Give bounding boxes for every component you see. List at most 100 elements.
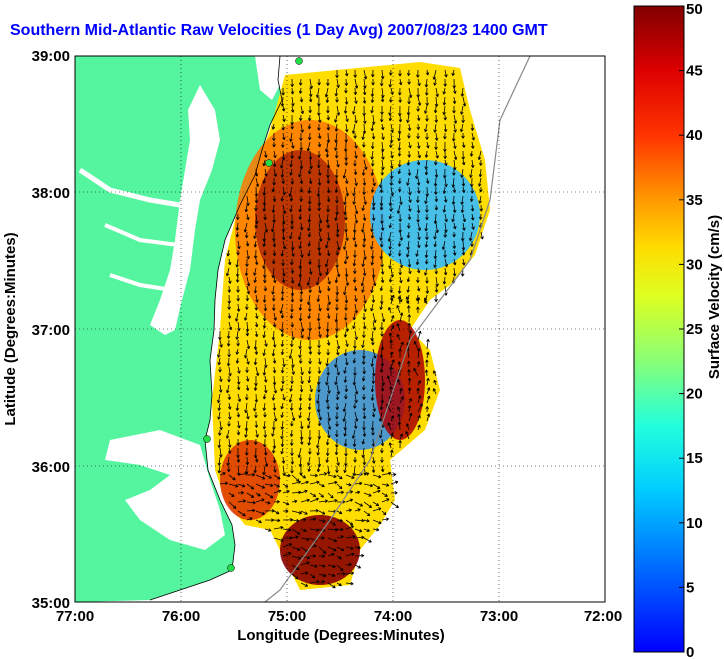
velocity-arrow: [388, 222, 393, 229]
velocity-arrow: [307, 240, 312, 247]
velocity-arrow: [245, 330, 250, 337]
velocity-arrow: [245, 384, 250, 391]
velocity-arrow: [424, 249, 429, 258]
velocity-arrow: [434, 141, 438, 150]
velocity-arrow: [425, 204, 429, 213]
velocity-arrow: [280, 438, 285, 447]
velocity-arrow: [390, 501, 399, 509]
velocity-arrow: [318, 222, 322, 232]
velocity-arrow: [289, 132, 293, 142]
velocity-arrow: [408, 141, 412, 149]
velocity-arrow: [327, 546, 337, 552]
velocity-arrow: [327, 474, 337, 479]
velocity-arrow: [225, 429, 230, 439]
velocity-arrow: [389, 177, 394, 186]
velocity-arrow: [290, 258, 294, 266]
velocity-arrow: [262, 258, 266, 269]
velocity-arrow: [335, 231, 340, 238]
velocity-arrow: [325, 267, 329, 276]
velocity-arrow: [282, 213, 286, 225]
velocity-arrow: [245, 456, 250, 466]
velocity-arrow: [361, 447, 366, 458]
velocity-arrow: [406, 231, 411, 239]
velocity-arrow: [219, 481, 228, 486]
pamlico-sound: [105, 430, 225, 550]
velocity-arrow: [271, 294, 276, 302]
velocity-arrow: [227, 303, 231, 310]
velocity-arrow: [362, 267, 367, 277]
velocity-arrow: [381, 492, 388, 497]
velocity-arrow: [326, 285, 331, 292]
velocity-arrow: [443, 231, 447, 238]
velocity-arrow: [326, 249, 331, 257]
velocity-arrow: [389, 351, 394, 359]
velocity-arrow: [262, 420, 267, 430]
velocity-arrow: [407, 213, 412, 220]
velocity-arrow: [300, 510, 308, 515]
velocity-arrow: [362, 312, 366, 321]
velocity-arrow: [407, 405, 412, 413]
velocity-arrow: [336, 348, 340, 356]
velocity-arrow: [300, 582, 309, 587]
velocity-arrow: [316, 465, 321, 473]
velocity-arrow: [280, 384, 284, 392]
velocity-arrow: [425, 231, 429, 240]
velocity-arrow: [254, 204, 258, 212]
velocity-arrow: [243, 348, 248, 359]
velocity-arrow: [335, 411, 339, 420]
velocity-arrow: [425, 177, 430, 184]
velocity-arrow: [262, 393, 267, 400]
velocity-arrow: [273, 312, 277, 321]
velocity-arrow: [317, 132, 322, 139]
velocity-arrow: [307, 402, 312, 410]
velocity-arrow: [343, 420, 348, 431]
velocity-arrow: [299, 159, 304, 170]
velocity-arrow: [399, 396, 404, 404]
velocity-arrow: [453, 123, 457, 133]
velocity-arrow: [263, 375, 268, 383]
x-tick-label: 73:00: [480, 608, 518, 625]
velocity-arrow: [372, 276, 377, 287]
velocity-arrow: [379, 366, 384, 373]
velocity-arrow: [343, 204, 347, 215]
velocity-arrow: [246, 339, 251, 350]
velocity-arrow: [452, 105, 456, 114]
velocity-arrow: [272, 357, 277, 364]
bathymetry-contour: [264, 56, 531, 602]
velocity-arrow: [246, 492, 255, 498]
velocity-arrow: [298, 240, 302, 249]
velocity-arrow: [416, 114, 421, 121]
velocity-arrow: [354, 330, 358, 340]
velocity-arrow: [300, 571, 309, 575]
velocity-arrow: [478, 213, 483, 220]
velocity-arrow: [417, 222, 422, 231]
velocity-arrow: [246, 500, 256, 505]
velocity-arrow: [345, 552, 355, 557]
velocity-arrow: [336, 582, 342, 587]
velocity-arrow: [344, 294, 349, 304]
velocity-arrow: [362, 429, 367, 437]
velocity-arrow: [218, 366, 222, 373]
plot-frame: [74, 55, 606, 603]
velocity-arrow: [379, 114, 384, 123]
velocity-arrow: [345, 535, 356, 539]
velocity-arrow: [470, 204, 475, 212]
velocity-arrow: [235, 348, 240, 355]
velocity-arrow: [327, 582, 336, 589]
velocity-arrow: [460, 105, 464, 115]
velocity-arrow: [271, 267, 275, 279]
velocity-arrow: [345, 321, 349, 332]
velocity-arrow: [217, 456, 222, 466]
velocity-arrow: [318, 546, 327, 554]
velocity-arrow: [396, 334, 401, 341]
velocity-arrow: [345, 508, 352, 513]
velocity-arrow: [380, 168, 384, 176]
velocity-arrow: [370, 231, 375, 239]
velocity-arrow: [388, 195, 393, 206]
velocity-arrow: [336, 535, 344, 539]
velocity-arrow: [444, 159, 448, 167]
velocity-arrow: [309, 480, 320, 485]
velocity-arrow: [246, 473, 256, 477]
velocity-arrow: [217, 438, 222, 449]
velocity-arrow: [344, 150, 348, 161]
